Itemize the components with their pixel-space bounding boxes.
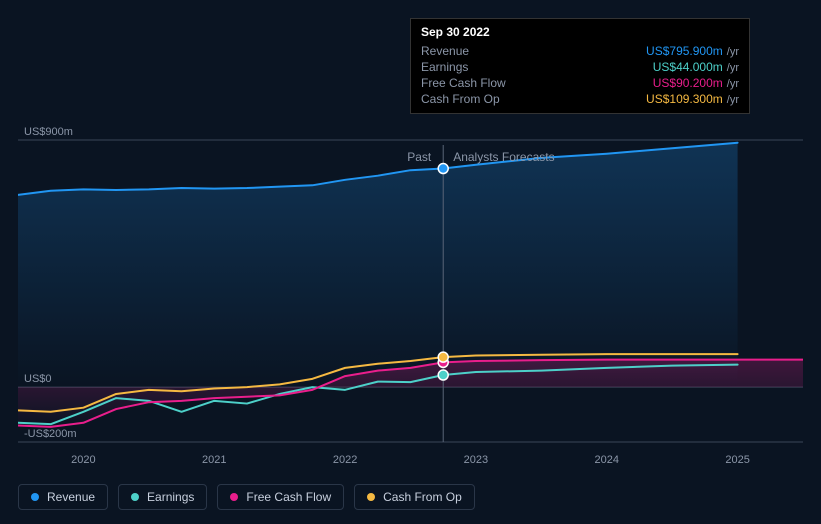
x-axis-tick-label: 2023 xyxy=(464,454,488,466)
x-axis-tick-label: 2024 xyxy=(595,454,619,466)
legend-label: Earnings xyxy=(147,490,194,504)
y-axis-tick-label: US$0 xyxy=(24,373,52,385)
region-label-past: Past xyxy=(407,150,431,164)
chart-tooltip: Sep 30 2022 RevenueUS$795.900m/yrEarning… xyxy=(410,18,750,114)
legend-label: Free Cash Flow xyxy=(246,490,331,504)
tooltip-row-label: Earnings xyxy=(421,60,468,74)
legend-item-free-cash-flow[interactable]: Free Cash Flow xyxy=(217,484,344,510)
chart-legend: Revenue Earnings Free Cash Flow Cash From O… xyxy=(18,484,475,510)
x-axis-tick-label: 2020 xyxy=(71,454,95,466)
y-axis-tick-label: US$900m xyxy=(24,126,73,138)
legend-dot-icon xyxy=(31,493,39,501)
tooltip-row-value: US$44.000m xyxy=(653,60,723,74)
legend-label: Revenue xyxy=(47,490,95,504)
x-axis-tick-label: 2025 xyxy=(725,454,749,466)
tooltip-row: Revenue US$795.900m/yr xyxy=(421,43,739,59)
legend-dot-icon xyxy=(131,493,139,501)
x-axis-tick-label: 2022 xyxy=(333,454,357,466)
tooltip-row-value: US$90.200m xyxy=(653,76,723,90)
tooltip-date: Sep 30 2022 xyxy=(421,25,739,39)
x-axis-tick-label: 2021 xyxy=(202,454,226,466)
tooltip-row-label: Free Cash Flow xyxy=(421,76,506,90)
tooltip-row-label: Revenue xyxy=(421,44,469,58)
y-axis-tick-label: -US$200m xyxy=(24,428,77,440)
legend-item-earnings[interactable]: Earnings xyxy=(118,484,207,510)
legend-dot-icon xyxy=(230,493,238,501)
region-label-forecast: Analysts Forecasts xyxy=(453,150,554,164)
tooltip-row: Free Cash Flow US$90.200m/yr xyxy=(421,75,739,91)
tooltip-row: Cash From Op US$109.300m/yr xyxy=(421,91,739,107)
tooltip-row-value: US$109.300m xyxy=(646,92,723,106)
legend-item-cash-from-op[interactable]: Cash From Op xyxy=(354,484,475,510)
tooltip-row-value: US$795.900m xyxy=(646,44,723,58)
tooltip-row-unit: /yr xyxy=(727,46,739,58)
legend-item-revenue[interactable]: Revenue xyxy=(18,484,108,510)
tooltip-row-unit: /yr xyxy=(727,78,739,90)
legend-label: Cash From Op xyxy=(383,490,462,504)
tooltip-row-label: Cash From Op xyxy=(421,92,500,106)
legend-dot-icon xyxy=(367,493,375,501)
tooltip-row: Earnings US$44.000m/yr xyxy=(421,59,739,75)
tooltip-row-unit: /yr xyxy=(727,94,739,106)
tooltip-row-unit: /yr xyxy=(727,62,739,74)
